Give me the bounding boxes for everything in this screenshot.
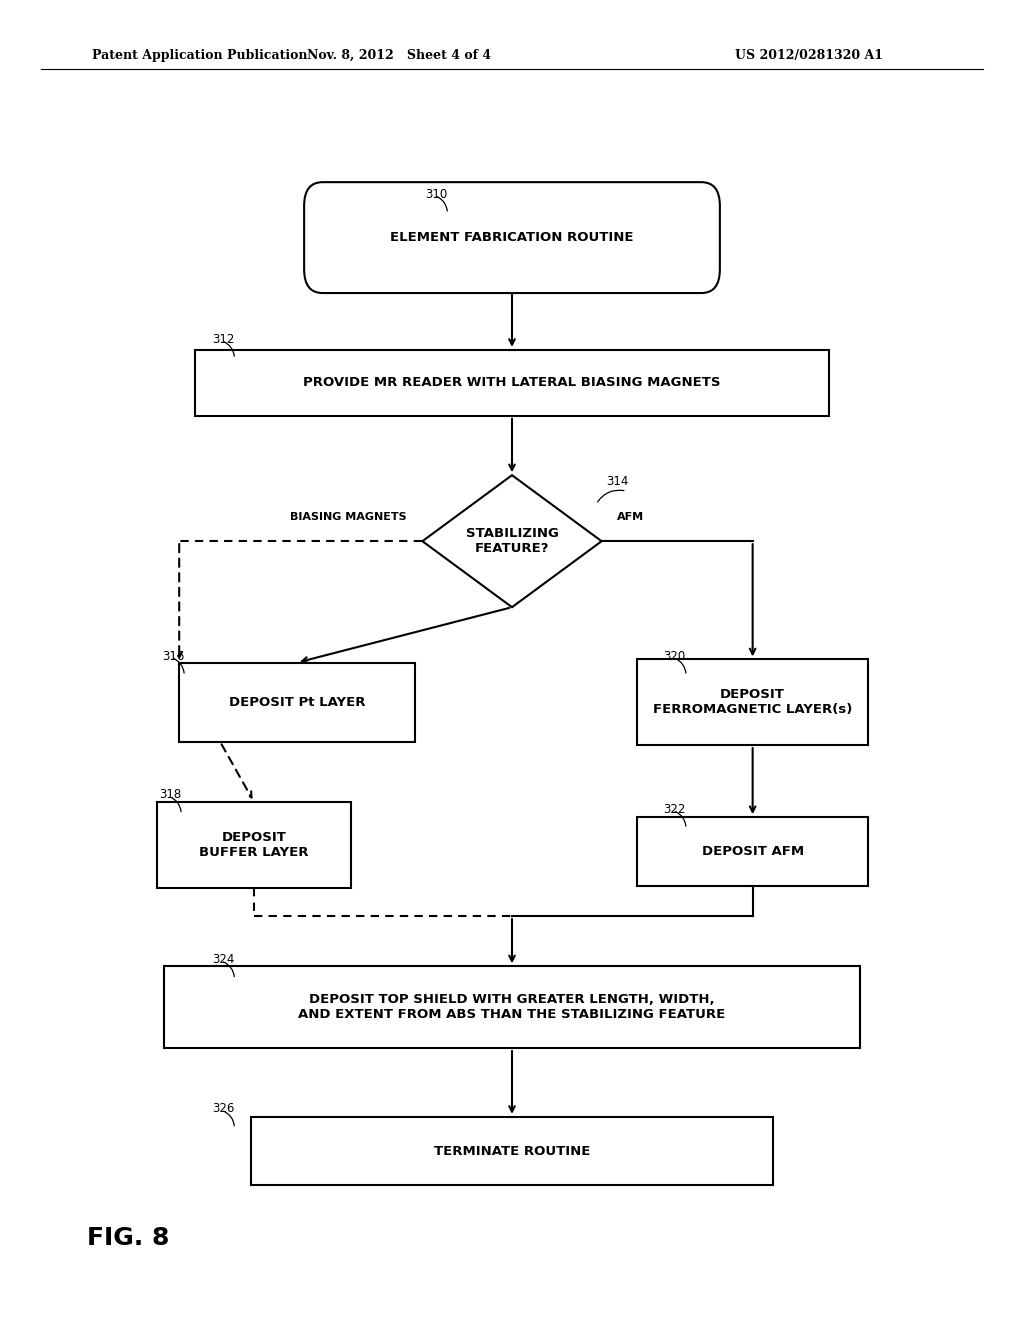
Text: DEPOSIT TOP SHIELD WITH GREATER LENGTH, WIDTH,
AND EXTENT FROM ABS THAN THE STAB: DEPOSIT TOP SHIELD WITH GREATER LENGTH, … (298, 993, 726, 1022)
Text: DEPOSIT Pt LAYER: DEPOSIT Pt LAYER (228, 696, 366, 709)
Text: Nov. 8, 2012   Sheet 4 of 4: Nov. 8, 2012 Sheet 4 of 4 (307, 49, 492, 62)
Bar (157, 801, 351, 887)
Text: 322: 322 (664, 803, 686, 816)
Text: 310: 310 (425, 187, 447, 201)
Text: ELEMENT FABRICATION ROUTINE: ELEMENT FABRICATION ROUTINE (390, 231, 634, 244)
Polygon shape (422, 475, 602, 607)
Bar (195, 350, 829, 416)
Text: TERMINATE ROUTINE: TERMINATE ROUTINE (434, 1144, 590, 1158)
Bar (637, 660, 867, 744)
Text: FIG. 8: FIG. 8 (87, 1226, 169, 1250)
Bar (179, 663, 415, 742)
Text: 316: 316 (162, 649, 184, 663)
Text: BIASING MAGNETS: BIASING MAGNETS (291, 512, 407, 523)
Text: AFM: AFM (616, 512, 644, 523)
FancyBboxPatch shape (304, 182, 720, 293)
Text: DEPOSIT
FERROMAGNETIC LAYER(s): DEPOSIT FERROMAGNETIC LAYER(s) (653, 688, 852, 717)
Text: Patent Application Publication: Patent Application Publication (92, 49, 307, 62)
Bar (251, 1117, 773, 1185)
Text: PROVIDE MR READER WITH LATERAL BIASING MAGNETS: PROVIDE MR READER WITH LATERAL BIASING M… (303, 376, 721, 389)
Bar (164, 966, 860, 1048)
Text: 318: 318 (159, 788, 181, 801)
Text: 326: 326 (212, 1102, 234, 1115)
Text: 324: 324 (212, 953, 234, 966)
Text: STABILIZING
FEATURE?: STABILIZING FEATURE? (466, 527, 558, 556)
Text: US 2012/0281320 A1: US 2012/0281320 A1 (735, 49, 883, 62)
Bar (637, 817, 867, 886)
Text: DEPOSIT AFM: DEPOSIT AFM (701, 845, 804, 858)
Text: 312: 312 (212, 333, 234, 346)
Text: 320: 320 (664, 649, 686, 663)
Text: DEPOSIT
BUFFER LAYER: DEPOSIT BUFFER LAYER (200, 830, 308, 859)
Text: 314: 314 (606, 475, 629, 488)
